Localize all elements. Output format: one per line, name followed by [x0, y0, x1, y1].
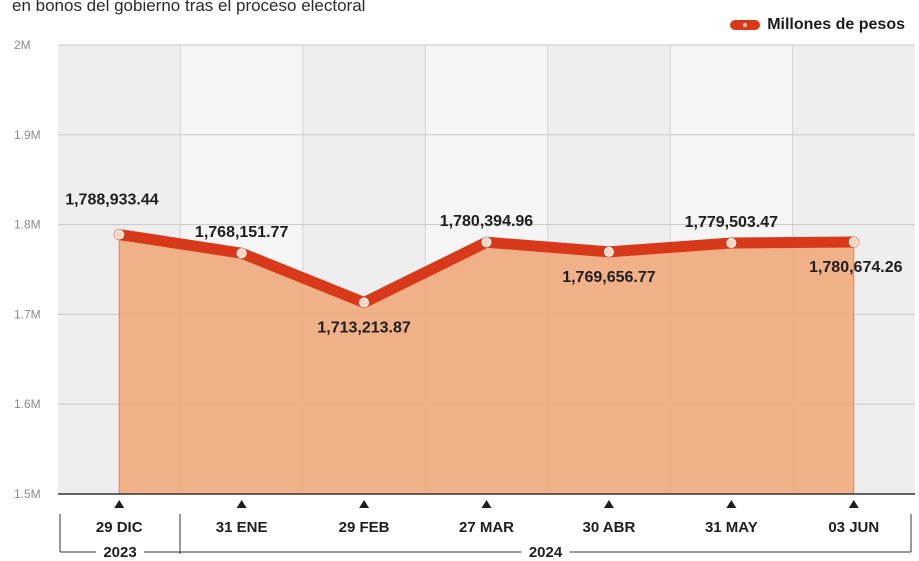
data-point [848, 236, 859, 247]
y-tick-label: 2M [14, 38, 31, 52]
x-tick-marker [848, 500, 859, 508]
year-label: 2024 [529, 544, 563, 561]
data-point [114, 229, 125, 240]
data-label: 1,713,213.87 [317, 320, 411, 337]
data-label: 1,769,656.77 [562, 269, 656, 286]
chart-subtitle: en bonos del gobierno tras el proceso el… [12, 0, 366, 15]
data-label: 1,779,503.47 [685, 214, 779, 231]
y-tick-label: 1.7M [14, 307, 41, 321]
legend-label: Millones de pesos [767, 16, 905, 33]
data-label: 1,768,151.77 [195, 224, 289, 241]
x-tick-marker [114, 500, 125, 508]
x-tick-marker [726, 500, 737, 508]
data-point [726, 238, 737, 249]
y-tick-label: 1.8M [14, 218, 41, 232]
area-fill [119, 234, 854, 494]
data-point [359, 297, 370, 308]
legend-swatch [730, 20, 761, 30]
data-label: 1,780,674.26 [809, 259, 903, 276]
x-tick-label: 29 DIC [96, 519, 143, 536]
data-label: 1,780,394.96 [440, 213, 534, 230]
data-point [481, 237, 492, 248]
x-tick-label: 27 MAR [459, 519, 514, 536]
legend: Millones de pesos [730, 16, 905, 34]
x-tick-label: 31 MAY [705, 519, 758, 536]
x-tick-label: 29 FEB [339, 519, 390, 536]
x-tick-label: 03 JUN [828, 519, 879, 536]
y-tick-label: 1.9M [14, 128, 41, 142]
x-tick-marker [603, 500, 614, 508]
y-tick-label: 1.5M [14, 487, 41, 501]
x-tick-marker [359, 500, 370, 508]
data-point [603, 246, 614, 257]
x-tick-marker [236, 500, 247, 508]
y-tick-label: 1.6M [14, 397, 41, 411]
x-tick-marker [481, 500, 492, 508]
x-tick-label: 30 ABR [583, 519, 636, 536]
x-tick-label: 31 ENE [216, 519, 268, 536]
year-label: 2023 [103, 544, 136, 561]
data-label: 1,788,933.44 [65, 192, 159, 209]
data-point [236, 248, 247, 259]
